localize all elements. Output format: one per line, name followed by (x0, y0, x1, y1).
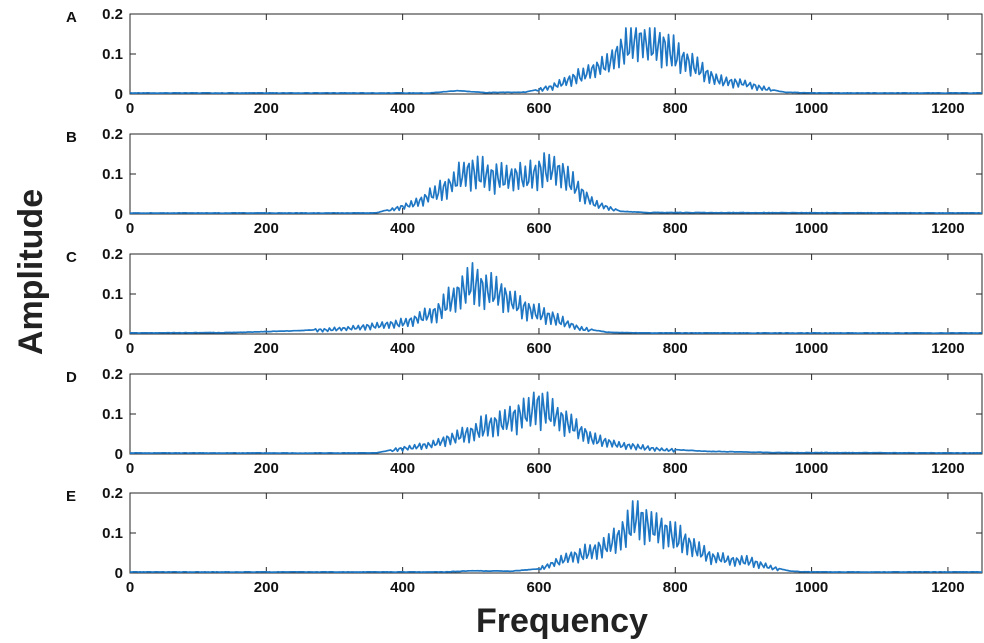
x-tick-label: 600 (526, 220, 551, 237)
series-line (129, 500, 982, 574)
y-tick-label: 0.1 (102, 166, 123, 183)
x-tick-label: 0 (126, 460, 134, 477)
panel-letter: E (66, 488, 76, 505)
x-tick-label: 1000 (795, 460, 828, 477)
panel-letter: B (66, 129, 77, 146)
panel-b: B 0 0.1 0.2 0 200 400 600 800 1000 1200 (66, 126, 983, 237)
y-tick-label: 0.2 (102, 485, 123, 502)
y-tick-label: 0.1 (102, 406, 123, 423)
x-tick-label: 1200 (931, 579, 964, 596)
x-tick-label: 800 (663, 579, 688, 596)
x-tick-label: 0 (126, 220, 134, 237)
x-tick-label: 1200 (931, 340, 964, 357)
x-tick-label: 400 (390, 340, 415, 357)
series-line (129, 152, 982, 215)
x-tick-label: 800 (663, 460, 688, 477)
x-tick-label: 800 (663, 340, 688, 357)
series-line (129, 391, 982, 455)
x-axis-title: Frequency (476, 602, 648, 640)
x-tick-label: 200 (254, 460, 279, 477)
x-tick-label: 400 (390, 579, 415, 596)
x-tick-label: 1000 (795, 220, 828, 237)
panel-letter: C (66, 249, 77, 266)
panel-e: E 0 0.1 0.2 0 200 400 600 800 1000 1200 (66, 485, 983, 596)
y-tick-label: 0.1 (102, 525, 123, 542)
series-line (130, 261, 983, 335)
y-tick-label: 0 (115, 565, 123, 582)
x-tick-label: 1000 (795, 579, 828, 596)
x-tick-label: 800 (663, 100, 688, 117)
x-tick-label: 200 (254, 220, 279, 237)
panel-c: C 0 0.1 0.2 0 200 400 600 800 1000 1200 (66, 246, 983, 357)
x-tick-label: 1200 (931, 460, 964, 477)
x-tick-label: 800 (663, 220, 688, 237)
x-tick-label: 0 (126, 579, 134, 596)
x-tick-label: 200 (254, 579, 279, 596)
y-tick-label: 0.1 (102, 46, 123, 63)
y-tick-label: 0 (115, 86, 123, 103)
x-tick-label: 1200 (931, 220, 964, 237)
panel-letter: A (66, 9, 77, 26)
x-tick-label: 600 (526, 579, 551, 596)
x-tick-label: 400 (390, 220, 415, 237)
x-tick-label: 1000 (795, 100, 828, 117)
x-tick-label: 600 (526, 340, 551, 357)
x-tick-label: 400 (390, 460, 415, 477)
y-tick-label: 0.2 (102, 366, 123, 383)
plot-frame (129, 13, 983, 95)
x-tick-label: 200 (254, 340, 279, 357)
panel-d: D 0 0.1 0.2 0 200 400 600 800 1000 1200 (66, 366, 983, 477)
x-tick-label: 600 (526, 460, 551, 477)
panel-a: A 0 0.1 0.2 0 200 400 600 800 1000 1200 (66, 6, 983, 117)
y-tick-label: 0.2 (102, 126, 123, 143)
x-tick-label: 1000 (795, 340, 828, 357)
x-tick-label: 1200 (931, 100, 964, 117)
x-tick-label: 200 (254, 100, 279, 117)
panel-letter: D (66, 369, 77, 386)
y-tick-label: 0 (115, 206, 123, 223)
y-tick-label: 0 (115, 326, 123, 343)
x-tick-label: 600 (526, 100, 551, 117)
x-tick-label: 0 (126, 100, 134, 117)
y-tick-label: 0.2 (102, 246, 123, 263)
y-tick-label: 0 (115, 446, 123, 463)
y-tick-label: 0.2 (102, 6, 123, 23)
x-tick-label: 400 (390, 100, 415, 117)
y-axis-title: Amplitude (12, 189, 50, 355)
series-line (129, 27, 983, 95)
y-tick-label: 0.1 (102, 286, 123, 303)
x-tick-label: 0 (126, 340, 134, 357)
